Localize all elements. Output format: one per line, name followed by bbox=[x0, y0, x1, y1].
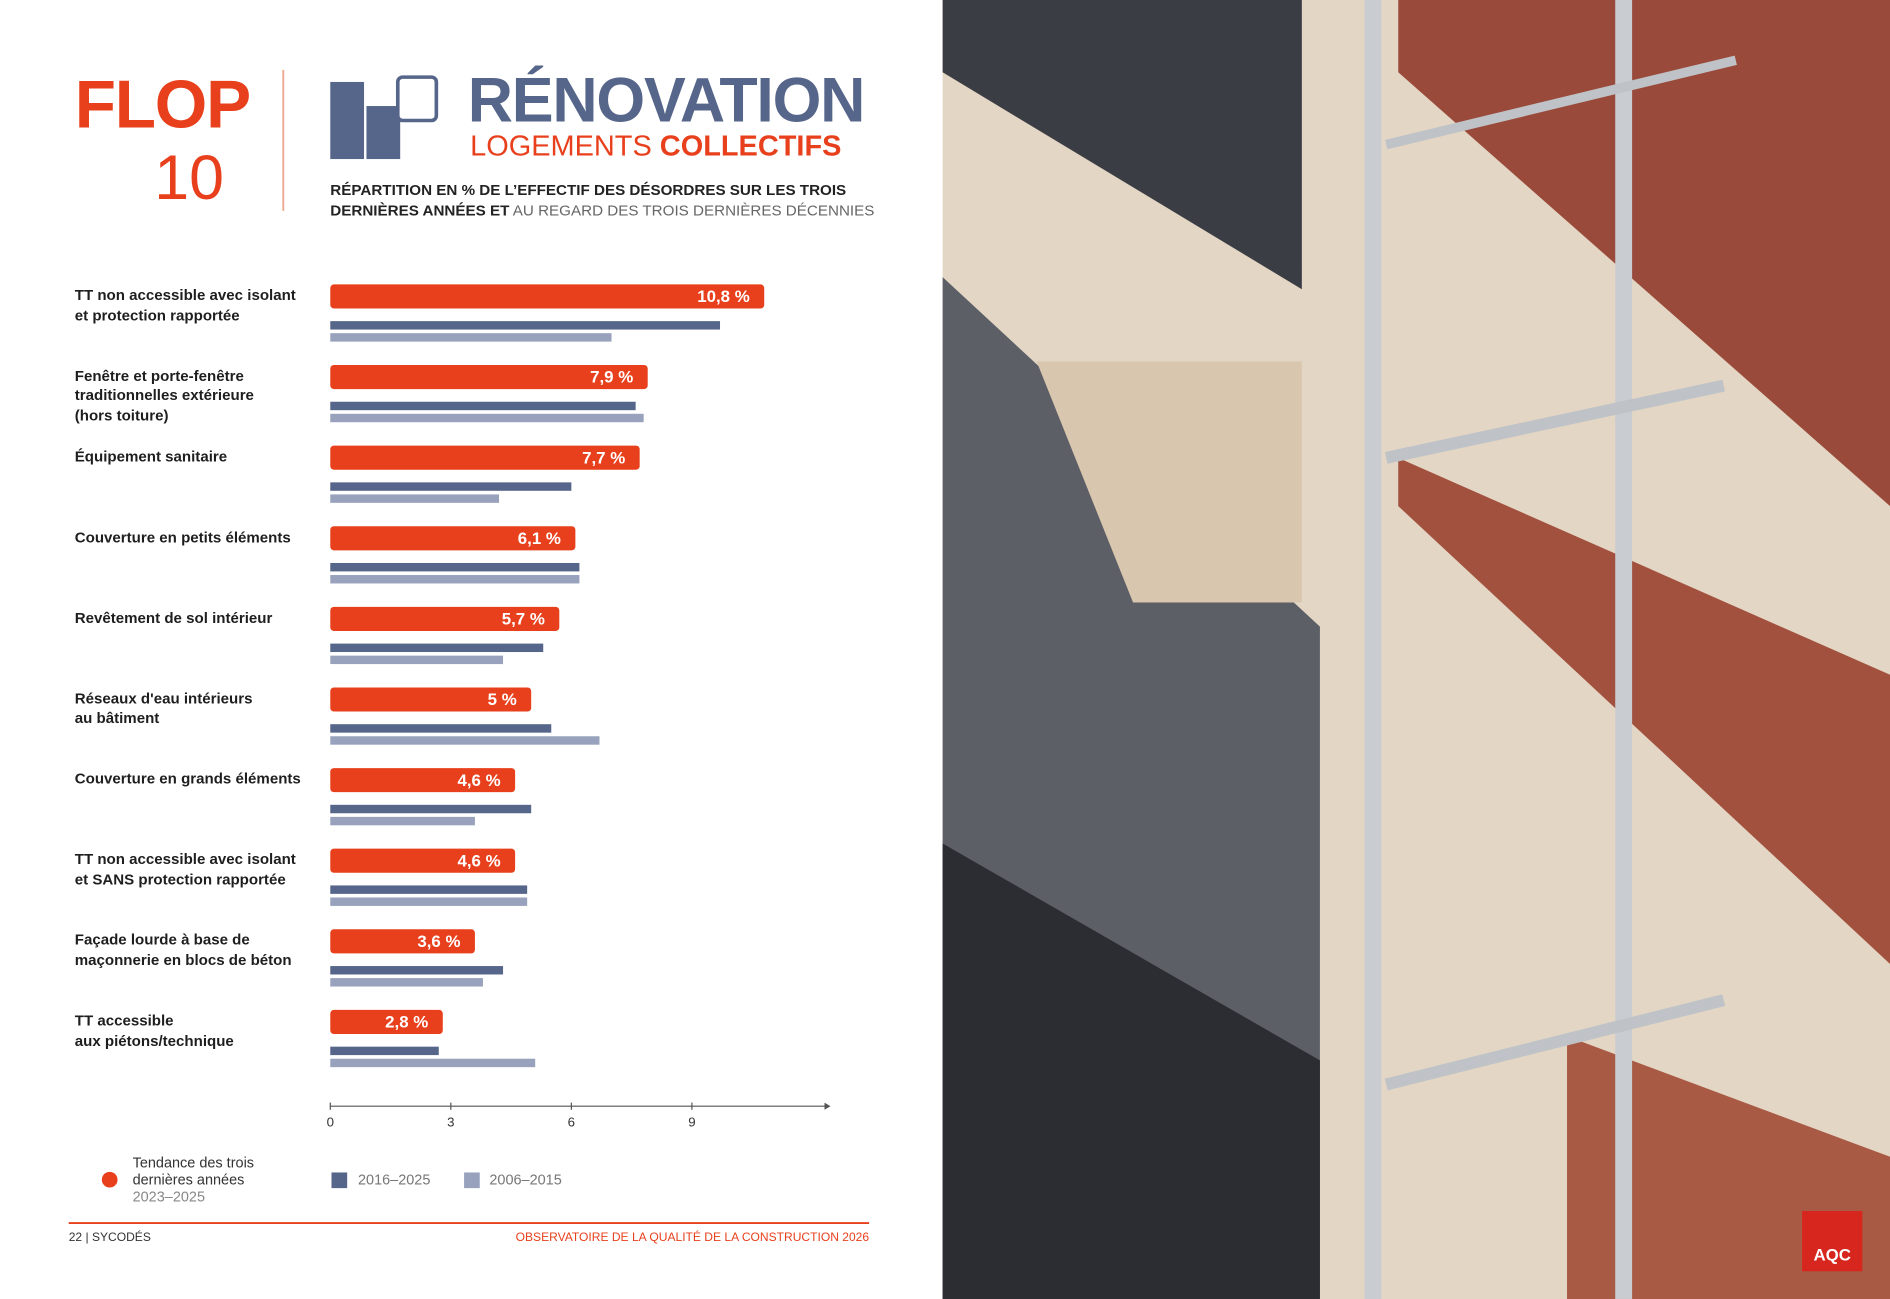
bar bbox=[330, 364, 648, 390]
footer-page: 22 | SYCODÉS bbox=[68, 1231, 151, 1245]
value-label: 7,9 % bbox=[590, 368, 633, 387]
bar bbox=[330, 321, 721, 330]
bar bbox=[330, 575, 580, 584]
photo-pole bbox=[1615, 0, 1633, 1299]
bar bbox=[330, 966, 504, 975]
description: RÉPARTITION EN % DE L’EFFECTIF DES DÉSOR… bbox=[330, 181, 884, 222]
bar bbox=[330, 816, 475, 826]
bar bbox=[330, 401, 636, 411]
photo-bar bbox=[1384, 994, 1726, 1091]
bar bbox=[330, 724, 552, 733]
bar bbox=[330, 885, 528, 894]
building-icon bbox=[330, 75, 439, 160]
value-label: 6,1 % bbox=[518, 529, 561, 548]
photo-pole bbox=[1364, 0, 1382, 1299]
description-bold: RÉPARTITION EN % DE L’EFFECTIF DES DÉSOR… bbox=[330, 181, 847, 220]
bar bbox=[330, 1009, 443, 1035]
title: RÉNOVATION bbox=[467, 66, 866, 137]
category-label: TT non accessible avec isolant et protec… bbox=[74, 286, 296, 324]
value-label: 2,8 % bbox=[385, 1013, 428, 1032]
bar bbox=[330, 978, 483, 987]
photo-plank bbox=[1398, 0, 1890, 507]
bar bbox=[330, 494, 500, 503]
category-label: TT non accessible avec isolant et SANS p… bbox=[74, 851, 296, 888]
bar bbox=[330, 655, 504, 665]
photo-bar bbox=[1385, 55, 1737, 150]
value-label: 3,6 % bbox=[417, 932, 460, 951]
logo-box bbox=[1802, 1211, 1863, 1272]
bar bbox=[330, 643, 544, 653]
bar bbox=[330, 482, 572, 491]
flop-number: 10 bbox=[154, 143, 225, 214]
value-label: 5,7 % bbox=[502, 610, 545, 629]
footer-observatory: OBSERVATOIRE DE LA QUALITÉ DE LA CONSTRU… bbox=[515, 1231, 870, 1245]
axis-arrow bbox=[824, 1102, 831, 1110]
x-tick-label: 3 bbox=[447, 1115, 454, 1130]
value-label: 7,7 % bbox=[582, 448, 625, 467]
value-label: 5 % bbox=[488, 690, 517, 709]
bar bbox=[330, 526, 576, 551]
category-label: Façade lourde à base de maçonnerie en bl… bbox=[74, 931, 292, 969]
category-label: Couverture en grands éléments bbox=[74, 770, 301, 788]
category-label: Réseaux d'eau intérieurs au bâtiment bbox=[74, 689, 253, 727]
bar bbox=[330, 768, 516, 793]
legend-swatch bbox=[464, 1172, 480, 1189]
bar bbox=[330, 284, 765, 309]
x-tick-label: 9 bbox=[688, 1115, 695, 1130]
bar bbox=[330, 333, 612, 342]
value-label: 4,6 % bbox=[458, 771, 501, 790]
bar bbox=[330, 929, 475, 954]
bar bbox=[330, 606, 560, 631]
bar bbox=[330, 562, 580, 572]
bar bbox=[330, 897, 528, 906]
bar bbox=[330, 1046, 439, 1056]
legend-swatch bbox=[331, 1172, 348, 1189]
photo-plank bbox=[1398, 457, 1890, 964]
photo-shadow bbox=[942, 843, 1320, 1299]
value-label: 4,6 % bbox=[458, 851, 501, 870]
bar bbox=[330, 687, 532, 712]
bar bbox=[330, 445, 640, 470]
flop: FLOP bbox=[74, 66, 251, 143]
legend-label: Tendance des trois dernières années 2023–… bbox=[133, 1154, 278, 1205]
category-label: Revêtement de sol intérieur bbox=[74, 609, 273, 627]
photo-bar bbox=[1384, 379, 1725, 464]
subtitle-bold: COLLECTIFS bbox=[659, 130, 842, 163]
subtitle: LOGEMENTS COLLECTIFS bbox=[470, 130, 841, 164]
photo-balcony bbox=[942, 0, 1302, 290]
bar bbox=[330, 736, 600, 745]
value-label: 10,8 % bbox=[697, 287, 750, 306]
x-tick-label: 6 bbox=[568, 1115, 575, 1130]
category-label: TT accessible aux piétons/technique bbox=[74, 1012, 234, 1050]
logo: AQC bbox=[1813, 1244, 1851, 1265]
legend-swatch bbox=[101, 1171, 118, 1188]
category-label: Équipement sanitaire bbox=[74, 448, 228, 465]
bar bbox=[330, 413, 644, 423]
subtitle-light: LOGEMENTS bbox=[470, 130, 652, 163]
category-label: Couverture en petits éléments bbox=[74, 528, 291, 546]
bar bbox=[330, 848, 516, 873]
legend-text: Tendance des trois dernières années bbox=[132, 1154, 255, 1189]
bar bbox=[330, 1058, 536, 1068]
legend-label: 2006–2015 bbox=[489, 1173, 561, 1189]
category-label: Fenêtre et porte-fenêtre traditionnelles… bbox=[74, 367, 254, 425]
legend-label: 2016–2025 bbox=[358, 1173, 430, 1189]
bar bbox=[330, 804, 532, 814]
x-tick-label: 0 bbox=[327, 1115, 334, 1130]
legend-note: 2023–2025 bbox=[132, 1188, 206, 1205]
photo-wall bbox=[1036, 361, 1302, 603]
description-light: AU REGARD DES TROIS DERNIÈRES DÉCENNIES bbox=[512, 202, 875, 220]
